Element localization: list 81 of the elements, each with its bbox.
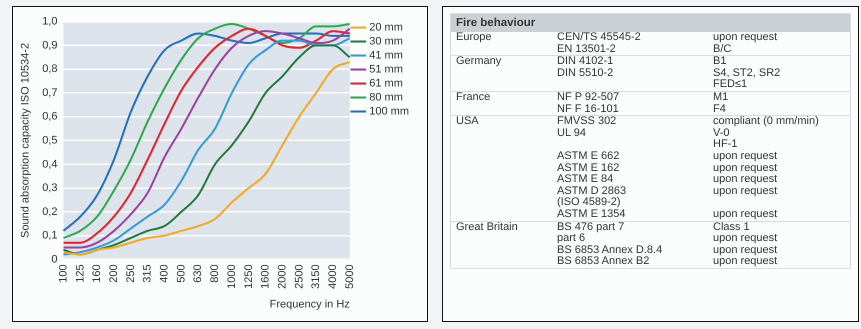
text: upon request [713, 208, 778, 221]
text: NF F 16-101 [557, 102, 620, 116]
x-tick-label: 630 [192, 264, 204, 283]
legend-label: 30 mm [369, 36, 403, 48]
legend-label: 41 mm [369, 50, 403, 62]
text: NF P 92-507 [557, 90, 620, 104]
x-tick-label: 160 [91, 264, 104, 283]
text: BS 6853 Annex B2 [557, 255, 650, 268]
text: upon request [713, 232, 778, 245]
x-tick-label: 125 [74, 264, 86, 283]
text: ASTM E 662 [557, 150, 620, 163]
text: CEN/TS 45545-2 [557, 31, 642, 44]
y-tick-label: 0,8 [42, 63, 58, 76]
text: Germany [455, 55, 502, 68]
text: BS 6853 Annex D.8.4 [557, 244, 664, 256]
x-tick-label: 1600 [260, 264, 272, 289]
x-tick-label: 315 [142, 264, 154, 283]
text: B/C [713, 42, 732, 56]
y-tick-label: 0,7 [42, 86, 58, 99]
text: compliant (0 mm/min) [713, 115, 820, 128]
text: FED≤1 [713, 78, 748, 92]
y-tick-label: 0 [51, 253, 58, 266]
text: HF-1 [713, 138, 738, 151]
x-tick-label: 250 [124, 264, 137, 283]
text: B1 [713, 55, 728, 68]
y-axis-title: Sound absorption capacity ISO 10534-2 [20, 42, 32, 238]
legend-label: 100 mm [369, 106, 410, 118]
y-tick-label: 0,2 [42, 206, 58, 218]
y-tick-label: 0,3 [42, 182, 58, 194]
x-tick-label: 800 [209, 264, 222, 283]
legend-label: 20 mm [369, 22, 403, 34]
y-tick-label: 0,1 [42, 230, 58, 242]
x-tick-label: 5000 [344, 264, 356, 289]
y-tick-label: 0,4 [42, 158, 58, 170]
x-axis-title: Frequency in Hz [270, 298, 350, 310]
text: part 6 [557, 232, 586, 245]
text: M1 [713, 90, 730, 104]
text: (ISO 4589-2) [557, 196, 622, 209]
x-tick-label: 500 [175, 264, 188, 283]
text: BS 476 part 7 [557, 220, 626, 233]
text: ASTM E 162 [557, 162, 620, 174]
text: S4, ST2, SR2 [713, 66, 782, 79]
text: Great Britain [455, 220, 519, 234]
y-tick-label: 1,0 [42, 16, 58, 28]
x-tick-label: 2500 [293, 264, 306, 289]
x-tick-label: 1250 [242, 264, 255, 289]
x-tick-label: 4000 [326, 264, 339, 289]
x-tick-label: 100 [58, 264, 70, 283]
text: upon request [713, 162, 778, 174]
text: FMVSS 302 [557, 115, 618, 128]
text: V-0 [713, 126, 731, 139]
legend-label: 80 mm [369, 92, 403, 104]
y-tick-label: 0,6 [42, 110, 58, 123]
text: ASTM D 2863 [557, 184, 628, 197]
text: upon request [713, 150, 778, 163]
x-tick-label: 200 [108, 264, 120, 283]
x-tick-label: 3150 [310, 264, 322, 289]
text: Fire behaviour [451, 14, 850, 32]
text: ASTM E 84 [557, 173, 614, 186]
text: upon request [713, 173, 778, 186]
text: ASTM E 1354 [557, 208, 626, 221]
text: DIN 4102-1 [557, 55, 614, 68]
y-tick-label: 0,9 [42, 39, 58, 52]
text: upon request [713, 184, 778, 198]
legend-label: 61 mm [369, 78, 403, 90]
text: upon request [713, 255, 778, 268]
x-tick-label: 400 [158, 264, 171, 283]
text: Europe [455, 31, 492, 44]
text: DIN 5510-2 [557, 66, 614, 80]
text: upon request [713, 31, 778, 44]
text: upon request [713, 244, 778, 256]
text: USA [455, 115, 480, 128]
y-tick-label: 0,5 [42, 134, 58, 146]
text: EN 13501-2 [557, 42, 617, 56]
text: UL 94 [557, 126, 587, 140]
text: F4 [713, 102, 727, 116]
x-tick-label: 2000 [276, 264, 288, 289]
x-tick-label: 1000 [226, 264, 238, 289]
text: France [455, 90, 492, 104]
text: Class 1 [713, 220, 751, 234]
legend-label: 51 mm [369, 64, 403, 76]
